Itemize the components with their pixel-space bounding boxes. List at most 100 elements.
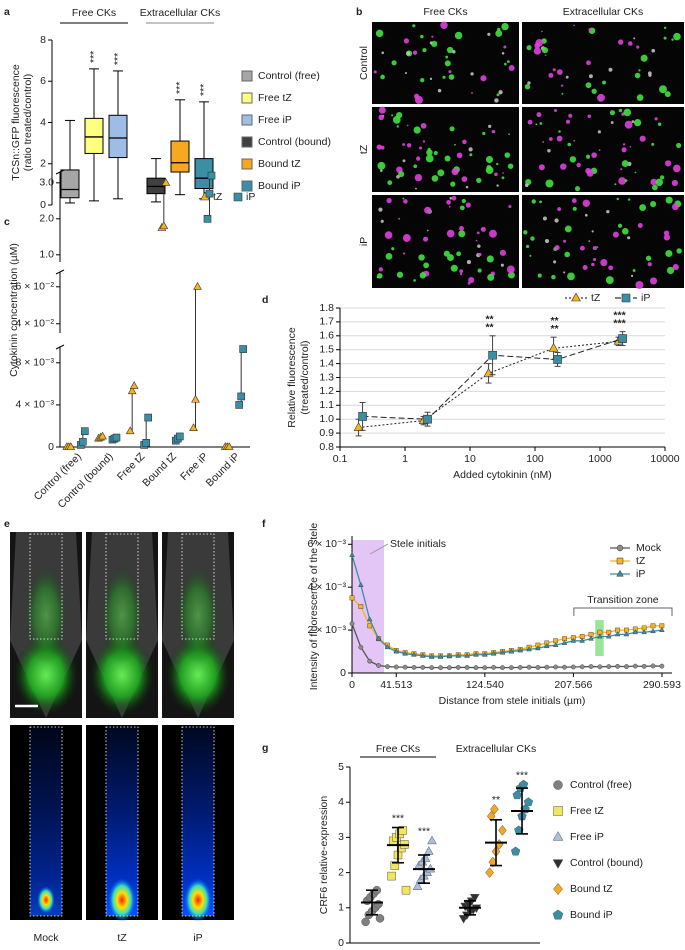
particle — [657, 122, 662, 126]
point — [561, 639, 568, 645]
point — [367, 623, 373, 629]
particle — [552, 68, 556, 72]
y-tick-label: 2 — [338, 866, 344, 878]
column-label: Mock — [33, 932, 59, 944]
particle — [485, 166, 494, 174]
particle — [545, 179, 554, 188]
point — [393, 664, 399, 670]
point — [161, 177, 171, 186]
particle — [544, 54, 547, 57]
particle — [565, 119, 571, 124]
particle — [523, 230, 528, 235]
point — [508, 648, 515, 654]
particle — [377, 161, 386, 170]
point — [570, 635, 576, 640]
legend-label: Bound iP — [258, 180, 301, 192]
legend-swatch — [241, 158, 253, 170]
stele-outline — [29, 726, 63, 917]
point — [411, 651, 417, 657]
legend-label: iP — [641, 292, 650, 304]
particle — [379, 169, 383, 172]
point — [588, 631, 594, 637]
stele-outline — [105, 726, 139, 917]
x-axis-label: Added cytokinin (nM) — [453, 469, 552, 481]
point — [205, 189, 214, 198]
particle — [605, 276, 614, 285]
y-axis-label: TCSn::GFP fluorescence — [10, 64, 22, 181]
significance: *** — [392, 812, 404, 824]
point — [464, 665, 470, 670]
point — [526, 646, 532, 652]
particle — [621, 147, 627, 153]
point — [374, 900, 383, 909]
particle — [424, 206, 432, 214]
particle — [639, 204, 647, 211]
particle — [375, 29, 384, 38]
particle — [412, 24, 416, 28]
particle — [423, 236, 429, 242]
particle — [567, 272, 575, 281]
particle — [591, 88, 597, 94]
particle — [544, 238, 550, 244]
particle — [654, 117, 658, 121]
particle — [565, 75, 569, 79]
particle — [542, 216, 547, 221]
particle — [442, 75, 446, 79]
y-tick-label: 8 — [40, 34, 46, 46]
point — [650, 628, 656, 634]
x-tick-label: 41.513 — [380, 679, 412, 691]
particle — [620, 168, 623, 171]
point — [512, 790, 522, 800]
legend-marker — [616, 569, 624, 577]
point — [129, 381, 139, 389]
point — [562, 636, 567, 642]
point — [358, 644, 364, 650]
particle — [403, 199, 408, 204]
gfp-signal — [90, 635, 154, 715]
point — [517, 647, 523, 653]
point — [235, 401, 243, 409]
y-axis-label: Intensity of fluorescence of the stele — [308, 523, 320, 691]
point — [482, 651, 488, 657]
point — [618, 334, 627, 343]
particle — [655, 178, 663, 187]
y-tick-label: 0.8 — [319, 441, 334, 453]
particle — [429, 41, 433, 45]
panel-letter: e — [4, 518, 10, 530]
particle — [633, 37, 636, 40]
particle — [485, 156, 494, 164]
point — [420, 652, 426, 658]
legend-marker — [553, 806, 563, 816]
point — [624, 627, 629, 633]
point — [570, 664, 576, 670]
y-tick-label: 8 × 10⁻³ — [15, 357, 54, 369]
particle — [402, 143, 406, 146]
legend-label: Free iP — [258, 114, 292, 126]
particle — [651, 48, 656, 53]
point — [499, 649, 506, 655]
particle — [391, 114, 394, 117]
point — [112, 433, 121, 442]
particle — [591, 152, 597, 158]
particle — [406, 143, 412, 148]
particle — [491, 129, 496, 134]
stele-outline — [29, 533, 63, 640]
particle — [612, 231, 619, 238]
particle — [501, 176, 505, 180]
particle — [431, 40, 438, 47]
y-tick-label: 4 × 10⁻³ — [307, 581, 346, 593]
particle — [600, 259, 608, 267]
point — [473, 651, 479, 657]
particle — [563, 271, 566, 274]
point — [562, 664, 567, 670]
particle — [420, 77, 425, 83]
particle — [633, 119, 642, 127]
particle — [402, 234, 411, 242]
particle — [548, 137, 553, 141]
gfp-signal — [176, 565, 220, 665]
point — [632, 663, 638, 669]
legend-marker — [552, 831, 564, 841]
point — [412, 881, 423, 890]
point — [508, 665, 514, 671]
